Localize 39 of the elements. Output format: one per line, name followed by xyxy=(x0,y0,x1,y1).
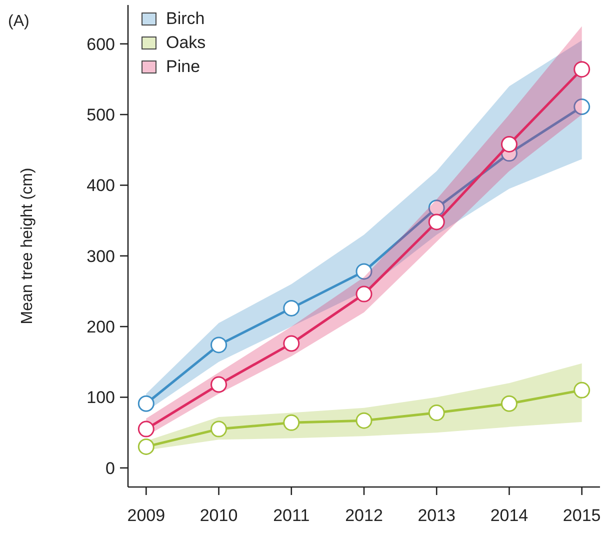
point xyxy=(574,382,590,398)
y-tick-label: 500 xyxy=(86,105,115,124)
point xyxy=(428,200,445,216)
x-tick-label: 2012 xyxy=(345,506,383,525)
x-tick-label: 2009 xyxy=(127,506,166,525)
point xyxy=(500,395,518,412)
point xyxy=(356,412,372,429)
y-tick-label: 300 xyxy=(86,246,115,266)
legend-label: Oaks xyxy=(166,33,206,52)
legend-label: Birch xyxy=(166,9,205,28)
x-tick-label: 2014 xyxy=(490,506,528,525)
legend-label: Pine xyxy=(166,57,200,76)
point xyxy=(210,376,228,393)
point xyxy=(356,263,372,280)
point xyxy=(428,404,445,422)
point xyxy=(428,214,445,230)
text: (A) xyxy=(8,13,30,30)
point xyxy=(356,286,372,302)
y-tick-label: 600 xyxy=(86,34,115,54)
x-tick-label: 2013 xyxy=(418,506,456,525)
x-tick-label: 2015 xyxy=(562,506,601,525)
y-axis-title: Mean tree height (cm) xyxy=(19,168,36,324)
point xyxy=(500,136,518,152)
point xyxy=(574,61,590,78)
point xyxy=(138,420,154,438)
point xyxy=(283,335,300,352)
point xyxy=(138,395,154,412)
point xyxy=(210,420,228,438)
x-tick-label: 2011 xyxy=(273,506,310,525)
y-tick-label: 0 xyxy=(106,458,115,478)
point xyxy=(210,336,228,354)
point xyxy=(283,300,300,316)
y-tick-label: 100 xyxy=(86,388,115,408)
x-tick-label: 2010 xyxy=(200,506,238,525)
y-tick-label: 200 xyxy=(86,318,115,337)
point xyxy=(283,414,300,431)
point xyxy=(138,438,154,455)
y-tick-label: 400 xyxy=(86,176,115,196)
point xyxy=(574,98,590,116)
